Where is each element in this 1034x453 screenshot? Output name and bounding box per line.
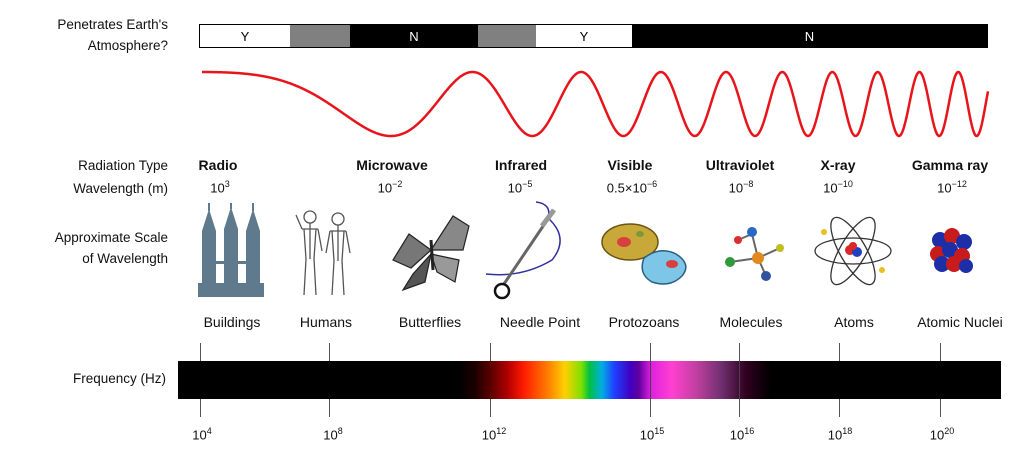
band-name-infrared: Infrared: [494, 157, 548, 173]
tick-mark: [650, 361, 651, 399]
nucleus-icon: [930, 228, 973, 273]
atmosphere-segment: N: [804, 28, 815, 44]
wavelength-visible: 0.5×10−6: [606, 179, 658, 196]
scale-name-protozoans: Protozoans: [608, 314, 680, 330]
wavelength-xray: 10−10: [823, 179, 853, 196]
atmosphere-label-line1: Penetrates Earth's: [57, 17, 168, 32]
scale-name-butterflies: Butterflies: [398, 314, 462, 330]
protozoa-icon: [601, 223, 687, 285]
scale-label: Approximate Scale of Wavelength: [0, 227, 168, 269]
band-name-microwave: Microwave: [356, 157, 428, 173]
atmosphere-segment: Y: [536, 25, 632, 47]
tick-mark: [329, 399, 330, 417]
tick-mark: [200, 343, 201, 361]
frequency-tick-label: 1018: [827, 426, 853, 443]
needle-icon: [485, 201, 561, 300]
tick-mark: [650, 343, 651, 361]
atom-icon: [814, 216, 892, 286]
band-name-ultraviolet: Ultraviolet: [705, 157, 775, 173]
frequency-tick-label: 104: [192, 426, 212, 443]
tick-mark: [200, 399, 201, 417]
scale-name-atomic-nuclei: Atomic Nuclei: [917, 314, 1003, 330]
wave-graphic: [202, 70, 990, 138]
scale-name-atoms: Atoms: [834, 314, 874, 330]
scale-name-buildings: Buildings: [203, 314, 261, 330]
frequency-tick-label: 1020: [929, 426, 955, 443]
humans-icon: [295, 210, 351, 296]
frequency-tick-label: 108: [323, 426, 343, 443]
atmosphere-segment: [290, 25, 350, 47]
butterfly-icon: [392, 215, 470, 292]
scale-label-line1: Approximate Scale: [54, 230, 168, 245]
atmosphere-segment: N: [409, 28, 419, 44]
frequency-label: Frequency (Hz): [72, 371, 166, 386]
frequency-tick-label: 1015: [639, 426, 665, 443]
band-name-xray: X-ray: [820, 157, 856, 173]
scale-name-molecules: Molecules: [719, 314, 783, 330]
atmosphere-label: Penetrates Earth's Atmosphere?: [0, 14, 168, 56]
tick-mark: [490, 399, 491, 417]
atmosphere-bar: Y N Y N: [199, 24, 988, 48]
wavelength-radio: 103: [210, 179, 230, 196]
tick-mark: [940, 399, 941, 417]
tick-mark: [650, 399, 651, 417]
band-name-radio: Radio: [198, 157, 238, 173]
frequency-tick-label: 1012: [481, 426, 507, 443]
tick-mark: [839, 343, 840, 361]
scale-name-needle-point: Needle Point: [499, 314, 581, 330]
scale-name-humans: Humans: [299, 314, 353, 330]
band-name-gamma: Gamma ray: [911, 157, 989, 173]
radiation-type-label: Radiation Type: [78, 158, 168, 173]
atmosphere-label-line2: Atmosphere?: [87, 38, 168, 53]
wavelength-label: Wavelength (m): [73, 181, 168, 196]
tick-mark: [739, 399, 740, 417]
molecule-icon: [725, 227, 784, 281]
tick-mark: [329, 343, 330, 361]
tick-mark: [490, 343, 491, 361]
tick-mark: [940, 343, 941, 361]
wavelength-infrared: 10−5: [507, 179, 533, 196]
atmosphere-segment: Y: [200, 25, 290, 47]
wavelength-gamma: 10−12: [937, 179, 967, 196]
band-name-visible: Visible: [607, 157, 653, 173]
frequency-spectrum-bar: [178, 361, 1001, 399]
wave-line: [202, 70, 990, 138]
tick-mark: [739, 343, 740, 361]
atmosphere-segment: [478, 25, 536, 47]
tick-mark: [839, 399, 840, 417]
frequency-tick-label: 1016: [729, 426, 755, 443]
wavelength-ultraviolet: 10−8: [728, 179, 754, 196]
scale-label-line2: of Wavelength: [82, 251, 168, 266]
buildings-icon: [198, 203, 264, 297]
wavelength-microwave: 10−2: [377, 179, 403, 196]
tick-mark: [739, 361, 740, 399]
